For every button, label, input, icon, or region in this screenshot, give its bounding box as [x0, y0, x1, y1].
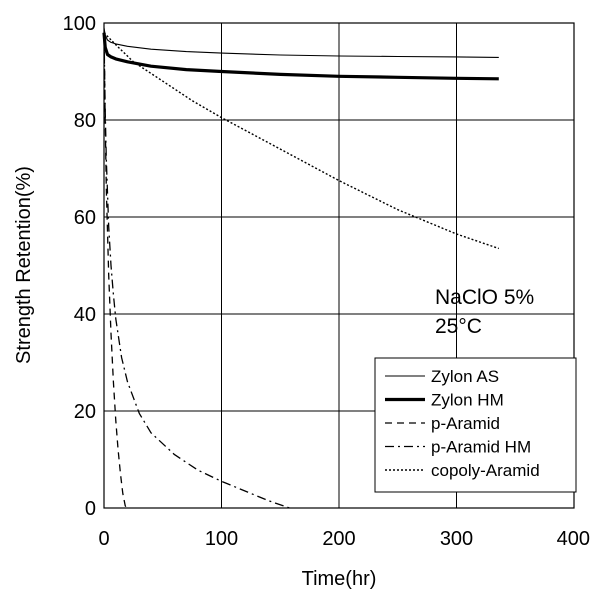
series-line-2 — [102, 32, 499, 81]
legend-box — [374, 357, 577, 493]
tick-labels: 0 20 40 60 80 100 0 100 200 300 400 — [63, 13, 590, 550]
x-tick-label: 0 — [98, 528, 109, 550]
x-tick-label: 400 — [557, 528, 590, 550]
legend: Zylon AS Zylon HM p-Aramid p-Aramid HM copol… — [374, 357, 577, 493]
y-tick-label: 0 — [85, 498, 96, 520]
y-tick-label: 60 — [74, 207, 96, 229]
y-tick-label: 80 — [74, 110, 96, 132]
x-tick-label: 300 — [440, 528, 473, 550]
legend-entry-1: Zylon AS — [431, 367, 499, 386]
series-layer — [102, 27, 500, 509]
y-tick-label: 20 — [74, 401, 96, 423]
y-axis-label: Strength Retention(%) — [13, 166, 35, 364]
plot-frame — [103, 22, 575, 509]
x-tick-label: 100 — [205, 528, 238, 550]
series-line-1 — [103, 27, 499, 58]
y-tick-label: 100 — [63, 13, 96, 35]
x-axis-label: Time(hr) — [302, 568, 377, 589]
annotation-temperature: 25°C — [435, 315, 482, 338]
x-tick-label: 200 — [322, 528, 355, 550]
legend-entry-2: Zylon HM — [431, 391, 504, 410]
series-line-5 — [103, 32, 500, 250]
legend-entry-3: p-Aramid — [431, 414, 500, 433]
legend-entry-4: p-Aramid HM — [431, 438, 531, 457]
legend-entry-5: copoly-Aramid — [431, 461, 540, 480]
annotation-chemical: NaClO 5% — [435, 286, 534, 309]
y-tick-label: 40 — [74, 304, 96, 326]
series-line-4 — [103, 32, 290, 509]
